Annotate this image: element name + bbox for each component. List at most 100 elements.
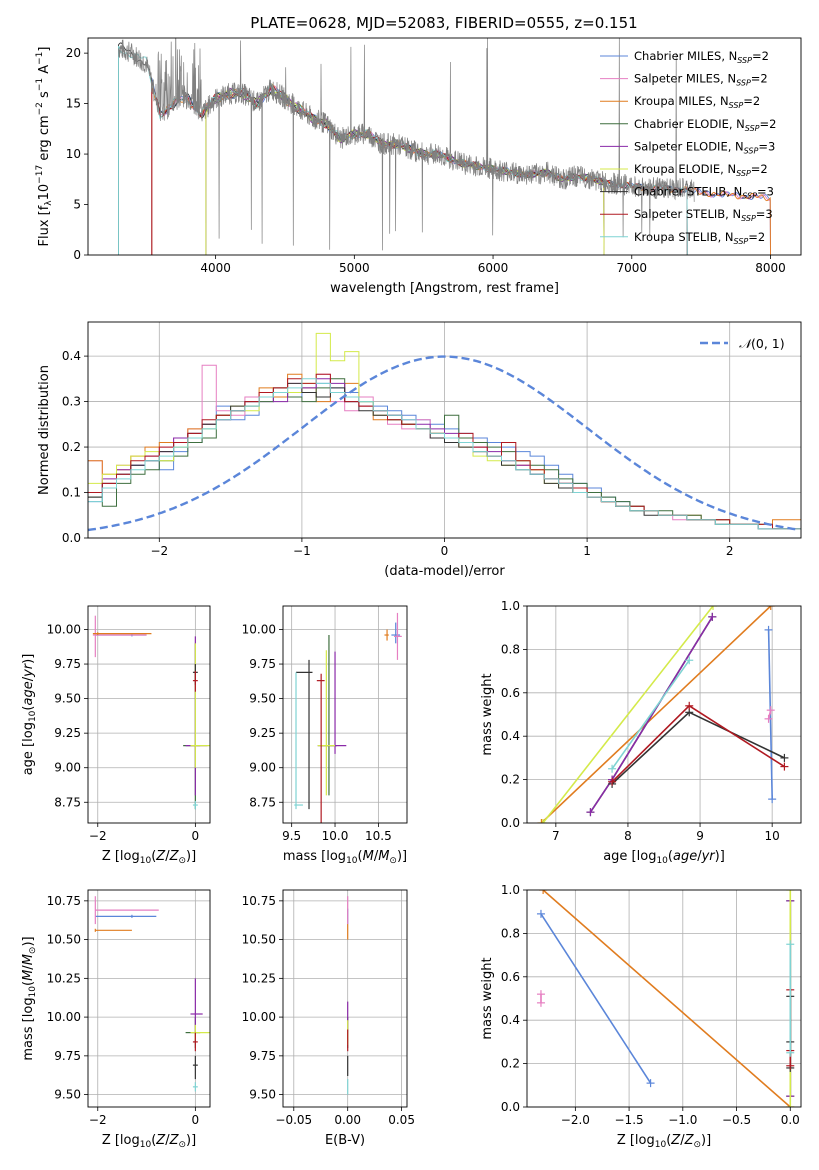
weight-series-salpeter-miles [764,706,775,723]
y-tick-label: 9.75 [249,1049,276,1063]
y-axis-label: age [log10(age/yr)] [21,654,38,776]
y-tick-label: 8.75 [249,795,276,809]
legend: Chabrier MILES, NSSP=2 Salpeter MILES, NS… [600,49,776,246]
errorbar-point-kroupa-stelib [294,672,303,810]
plot-content [536,890,795,1107]
x-tick-label: −2.0 [561,1113,590,1127]
y-tick-label: 9.00 [54,761,81,775]
x-tick-label: −1.0 [668,1113,697,1127]
x-tick-label: 0 [441,544,449,558]
y-tick-label: 0 [73,248,81,262]
x-axis-label: Z [log10(Z/Z⊙)] [102,1133,196,1150]
grid [283,606,407,823]
legend-entry: Chabrier STELIB, NSSP=3 [634,185,774,201]
plot-mass-vs-EBV: −0.05 0.00 0.05 9.50 9.75 10.00 10.25 10.50 10.7… [242,889,415,1148]
errorbar-point-salpeter-miles [393,612,402,660]
x-tick-label: 7 [552,829,560,843]
x-tick-label: 0.0 [781,1113,800,1127]
plot-mass-vs-Z: −2 0 9.50 9.75 10.00 10.25 10.50 10.75 Z [log10(… [21,889,211,1150]
weight-series-kroupa-stelib [786,940,795,1057]
y-tick-label: 0.0 [501,1100,520,1114]
observed-spectrum-line [118,38,695,251]
x-tick-label: 7000 [616,261,647,275]
y-tick-label: 10.75 [242,894,276,908]
weight-series-salpeter-miles [536,990,545,1007]
plot-area [283,890,407,1107]
x-tick-label: 2 [726,544,734,558]
legend-entry: Salpeter STELIB, NSSP=3 [634,207,773,223]
x-tick-label: 8 [624,829,632,843]
y-tick-label: 5 [73,198,81,212]
y-tick-label: 10.00 [47,622,81,636]
y-axis-label: Normed distribution [37,365,52,495]
x-tick-label: 6000 [478,261,509,275]
plot-massweight-vs-Z: −2.0 −1.5 −1.0 −0.5 0.0 0.0 0.2 0.4 0.6 0.8 1.0 Z [… [480,883,802,1150]
weight-series-chabrier-stelib [608,708,789,788]
errorbar-point-kroupa-miles [94,928,132,932]
y-tick-label: 0.4 [62,349,81,363]
y-tick-label: 1.0 [501,599,520,613]
x-tick-label: −2 [89,829,107,843]
weight-series-kroupa-stelib [608,656,694,773]
y-tick-label: 9.50 [249,1088,276,1102]
x-axis-label: Z [log10(Z/Z⊙)] [102,849,196,866]
weight-series-kroupa-elodie [538,606,718,823]
grid [88,890,210,1107]
axes-frame [526,605,802,824]
axes-frame [87,605,211,824]
plot-residuals: −2 −1 0 1 2 0.0 0.1 0.2 0.3 0.4 (data-model)/error… [37,321,802,579]
y-tick-label: 10.50 [47,933,81,947]
axes-frame [87,889,211,1108]
x-tick-label: −2 [89,1113,107,1127]
x-tick-label: 10.5 [365,829,392,843]
y-tick-label: 0.1 [62,486,81,500]
y-tick-label: 0.6 [501,970,520,984]
plot-spectrum: 4000 5000 6000 7000 8000 0 5 10 15 20 wavelength [… [35,37,802,296]
weight-line [542,606,714,823]
legend-entry: Salpeter ELODIE, NSSP=3 [634,139,775,155]
y-tick-label: 0.8 [501,642,520,656]
y-tick-label: 10.50 [242,933,276,947]
y-axis-label: mass [log10(M/M⊙)] [21,936,38,1060]
y-axis-label: Flux [fλ10−17 erg cm−2 s−1 A−1] [35,47,54,247]
x-tick-label: 5000 [339,261,370,275]
plot-content [118,38,771,255]
y-tick-label: 15 [66,97,81,111]
legend-entry: Kroupa ELODIE, NSSP=2 [634,162,768,178]
y-tick-label: 0.3 [62,395,81,409]
errorbar-point-kroupa-miles [92,632,152,636]
legend: 𝒩(0, 1) [700,336,785,351]
x-tick-label: 0.05 [388,1113,415,1127]
plot-area [527,606,801,823]
x-axis-label: age [log10(age/yr)] [603,849,725,866]
axes-frame [526,889,802,1108]
errorbar-point-salpeter-stelib [192,670,198,692]
y-tick-label: 9.25 [249,726,276,740]
x-tick-label: 1 [583,544,591,558]
histogram-kroupa-stelib [88,378,801,530]
y-tick-label: 0.2 [62,440,81,454]
weight-line [542,890,791,1107]
y-tick-label: 0.2 [501,773,520,787]
y-tick-label: 9.75 [249,657,276,671]
y-tick-label: 9.50 [54,1088,81,1102]
x-tick-label: −2 [150,544,168,558]
x-tick-label: 8000 [755,261,786,275]
figure-title: PLATE=0628, MJD=52083, FIBERID=0555, z=0… [250,14,637,32]
y-tick-label: 0.4 [501,1013,520,1027]
x-axis-label: Z [log10(Z/Z⊙)] [617,1133,711,1150]
x-tick-label: −0.05 [275,1113,312,1127]
y-tick-label: 9.25 [54,726,81,740]
errorbar-point-chabrier-stelib [192,1055,198,1080]
plot-massweight-vs-age: 7 8 9 10 0.0 0.2 0.4 0.6 0.8 1.0 age [log10(age/yr… [480,599,802,866]
errorbar-point-kroupa-miles [384,629,389,641]
plot-area [527,890,801,1107]
y-tick-label: 9.75 [54,657,81,671]
plot-area [283,606,407,823]
axes-frame [87,37,802,256]
y-tick-label: 0.8 [501,926,520,940]
errorbar-point-salpeter-stelib [316,673,325,823]
x-axis-label: mass [log10(M/M⊙)] [283,849,407,866]
x-tick-label: 4000 [200,261,231,275]
